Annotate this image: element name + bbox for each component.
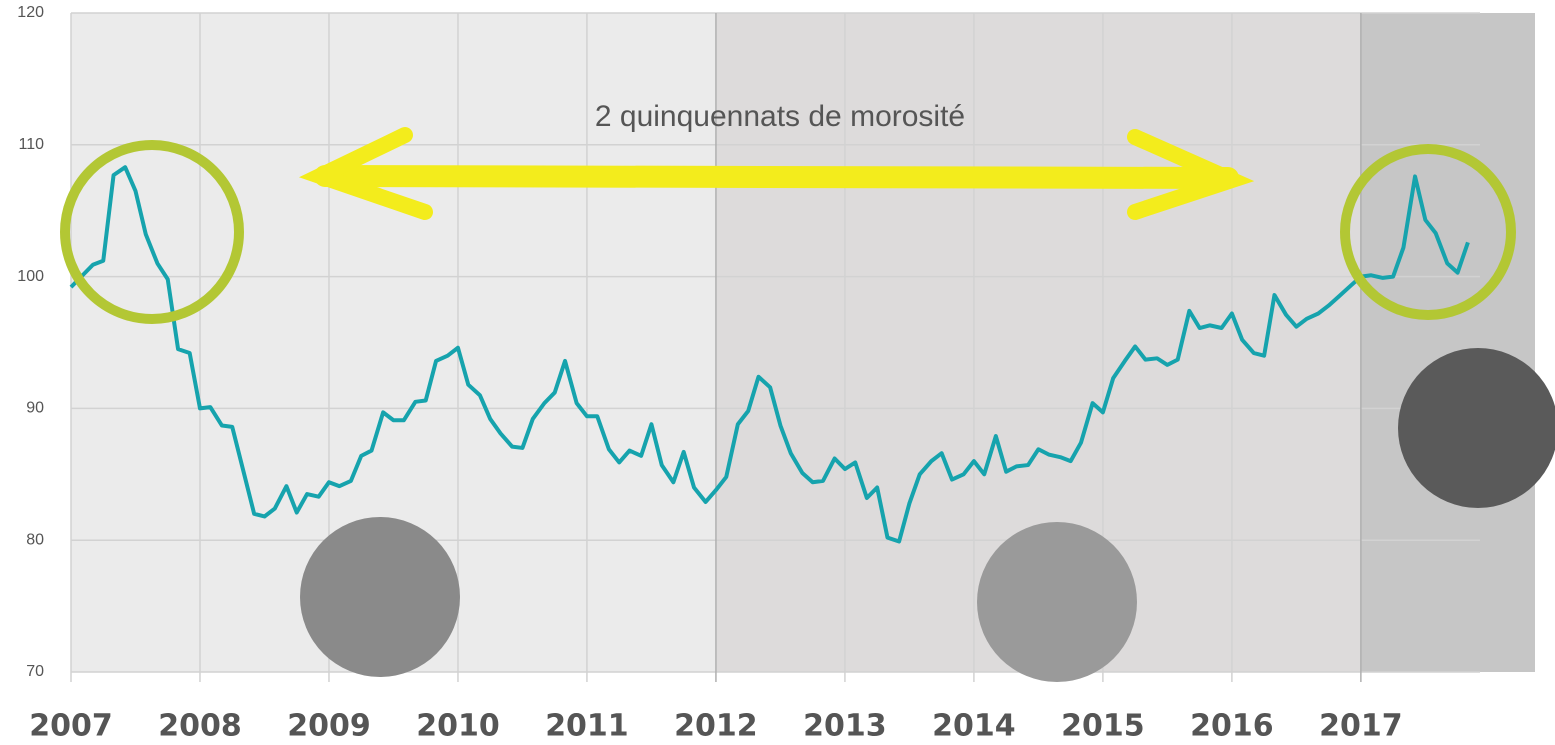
portrait [977,522,1137,682]
y-tick-label: 100 [17,268,44,285]
arrow-head-right [1127,129,1255,220]
decoration-overlay [60,140,1555,682]
band [1360,13,1535,672]
x-tick-label: 2012 [674,709,758,744]
y-tick-label: 110 [18,136,44,153]
highlight-circle [60,140,244,324]
y-tick-label: 120 [17,4,44,21]
x-tick-label: 2008 [158,709,242,744]
portrait [300,517,460,677]
x-tick-label: 2016 [1190,709,1274,744]
x-tick-label: 2009 [287,709,371,744]
grid: 70 80 90 100 110 120 2007 2008 2009 2010 2011 2012 2… [17,4,1480,744]
decoration: 2 quinquennats de morosité [298,100,1255,220]
y-tick-label: 90 [26,400,44,417]
arrow-head-left [298,127,433,220]
line [69,165,1470,544]
plot [69,165,1470,544]
arrow-shaft [314,165,1239,189]
x-tick-label: 2015 [1061,709,1145,744]
x-tick-label: 2014 [932,709,1016,744]
x-tick-label: 2017 [1319,709,1403,744]
y-tick-label: 70 [26,663,44,680]
annotation: 2 quinquennats de morosité [595,100,965,133]
yellow-arrow [298,127,1255,220]
x-tick-label: 2011 [545,709,629,744]
x-tick-label: 2013 [803,709,887,744]
x-tick-label: 2010 [416,709,500,744]
highlight-circle [1340,144,1516,320]
portrait [1398,348,1555,508]
y-tick-label: 80 [26,531,44,548]
background [71,13,1535,672]
x-tick-label: 2007 [29,709,113,744]
